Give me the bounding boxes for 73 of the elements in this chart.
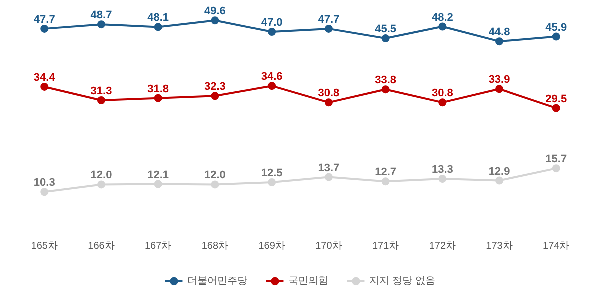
point xyxy=(154,180,162,188)
point xyxy=(40,82,49,91)
point xyxy=(97,96,106,104)
x-tick-label: 166차 xyxy=(88,241,115,252)
point xyxy=(211,92,220,100)
point xyxy=(40,24,49,33)
data-label: 49.6 xyxy=(204,6,226,18)
point xyxy=(552,104,560,112)
data-label: 47.7 xyxy=(34,14,56,26)
point xyxy=(496,85,504,94)
data-label: 48.2 xyxy=(432,12,454,24)
legend-label: 더불어민주당 xyxy=(188,275,248,288)
data-label: 34.4 xyxy=(34,72,56,84)
point xyxy=(496,176,504,185)
data-label: 30.8 xyxy=(318,88,340,100)
data-label: 31.3 xyxy=(90,85,112,98)
point xyxy=(40,188,49,196)
data-label: 12.9 xyxy=(488,166,510,178)
data-label: 15.7 xyxy=(546,154,568,166)
data-label: 12.7 xyxy=(375,166,397,179)
data-label: 33.9 xyxy=(488,74,510,86)
point xyxy=(324,98,333,107)
point xyxy=(496,38,504,46)
x-tick-label: 169차 xyxy=(258,241,286,252)
point xyxy=(268,178,276,187)
data-label: 10.3 xyxy=(34,177,56,190)
data-label: 12.0 xyxy=(90,170,112,182)
x-tick-label: 165차 xyxy=(31,241,58,252)
data-label: 34.6 xyxy=(261,71,283,84)
data-label: 29.5 xyxy=(546,93,568,106)
point xyxy=(552,32,560,41)
point xyxy=(324,24,333,33)
point xyxy=(154,94,162,102)
point xyxy=(211,180,220,189)
data-label: 12.1 xyxy=(148,169,170,182)
x-tick-label: 170차 xyxy=(316,241,342,252)
data-label: 45.5 xyxy=(375,24,397,36)
data-label: 47.0 xyxy=(261,16,283,29)
legend-label: 국민의힘 xyxy=(288,275,329,288)
point xyxy=(268,28,276,36)
data-label: 13.7 xyxy=(318,162,340,174)
legend-label: 지지 정당 없음 xyxy=(370,275,436,288)
point xyxy=(211,16,220,25)
data-label: 31.8 xyxy=(148,83,170,96)
point xyxy=(382,34,390,43)
point xyxy=(438,22,447,31)
point xyxy=(324,173,333,182)
data-label: 45.9 xyxy=(546,22,568,34)
point xyxy=(382,86,390,94)
point xyxy=(268,82,276,90)
data-label: 30.8 xyxy=(432,88,454,100)
x-tick-label: 172차 xyxy=(429,241,456,252)
data-label: 12.5 xyxy=(261,168,283,180)
point xyxy=(154,23,162,32)
data-label: 32.3 xyxy=(204,81,226,94)
point xyxy=(552,164,560,173)
point xyxy=(97,20,106,29)
x-tick-label: 171차 xyxy=(372,241,400,252)
x-tick-label: 167차 xyxy=(145,241,172,252)
data-label: 47.7 xyxy=(318,14,340,26)
data-label: 44.8 xyxy=(488,26,510,39)
x-tick-label: 173차 xyxy=(486,241,513,252)
x-tick-label: 174차 xyxy=(543,241,570,252)
point xyxy=(382,178,390,186)
data-label: 13.3 xyxy=(432,164,454,176)
point xyxy=(438,98,447,107)
data-label: 33.8 xyxy=(375,74,397,87)
x-tick-label: 168차 xyxy=(202,241,229,252)
data-label: 48.1 xyxy=(148,12,170,24)
data-label: 12.0 xyxy=(204,170,226,182)
point xyxy=(438,175,447,184)
point xyxy=(97,180,106,189)
data-label: 48.7 xyxy=(90,10,112,22)
